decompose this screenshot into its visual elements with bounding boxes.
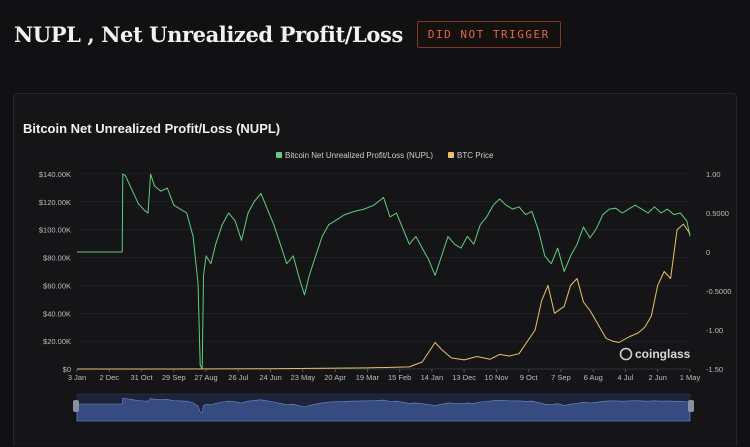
navigator-left-handle[interactable]	[73, 400, 79, 412]
x-tick-label: 6 Aug	[584, 373, 603, 382]
coinglass-watermark: coinglass	[635, 347, 691, 361]
y-left-tick-label: $100.00K	[39, 226, 71, 235]
y-right-tick-label: -1.00	[706, 326, 723, 335]
page-header: NUPL , Net Unrealized Profit/Loss DID NO…	[14, 16, 561, 52]
x-tick-label: 19 Mar	[356, 373, 380, 382]
page-title: NUPL , Net Unrealized Profit/Loss	[14, 21, 403, 47]
x-tick-label: 4 Jul	[618, 373, 634, 382]
x-tick-label: 2 Jun	[649, 373, 667, 382]
nupl-chart[interactable]: $0 $20.00K $40.00K $60.00K $80.00K $100.00K $1…	[14, 94, 738, 447]
y-left-tick-label: $40.00K	[43, 309, 71, 318]
x-tick-label: 2 Dec	[99, 373, 119, 382]
y-left-tick-label: $20.00K	[43, 337, 71, 346]
y-right-tick-label: 1.00	[706, 170, 721, 179]
x-tick-label: 29 Sep	[162, 373, 186, 382]
navigator-series-area	[76, 398, 691, 422]
legend-label-nupl[interactable]: Bitcoin Net Unrealized Profit/Loss (NUPL…	[285, 151, 433, 160]
trigger-status-badge: DID NOT TRIGGER	[416, 20, 561, 48]
x-tick-label: 7 Sep	[551, 373, 571, 382]
y-left-tick-label: $120.00K	[39, 198, 71, 207]
x-tick-label: 10 Nov	[485, 373, 509, 382]
x-tick-label: 27 Aug	[194, 373, 217, 382]
x-tick-label: 31 Oct	[130, 373, 153, 382]
legend-label-btc-price[interactable]: BTC Price	[457, 151, 494, 160]
x-tick-label: 15 Feb	[388, 373, 411, 382]
chart-title: Bitcoin Net Unrealized Profit/Loss (NUPL…	[23, 121, 281, 136]
legend-swatch-btc-price[interactable]	[448, 152, 454, 158]
x-tick-label: 26 Jul	[228, 373, 248, 382]
coinglass-logo-icon	[619, 347, 633, 361]
x-tick-label: 3 Jan	[68, 373, 86, 382]
x-tick-label: 9 Oct	[520, 373, 539, 382]
legend-swatch-nupl[interactable]	[276, 152, 282, 158]
y-left-tick-label: $0	[63, 365, 71, 374]
x-tick-label: 20 Apr	[324, 373, 346, 382]
btc-price-series-line[interactable]	[77, 223, 691, 370]
y-right-tick-label: 0	[706, 248, 710, 257]
nupl-series-line[interactable]	[77, 173, 691, 370]
y-right-tick-label: -1.50	[706, 365, 723, 374]
y-left-tick-label: $140.00K	[39, 170, 71, 179]
x-tick-label: 24 Jun	[259, 373, 282, 382]
y-left-tick-label: $60.00K	[43, 281, 71, 290]
x-tick-label: 14 Jan	[421, 373, 444, 382]
x-tick-label: 23 May	[291, 373, 316, 382]
navigator-right-handle[interactable]	[688, 400, 694, 412]
y-right-tick-label: 0.5000	[706, 209, 729, 218]
chart-panel: Bitcoin Net Unrealized Profit/Loss (NUPL…	[13, 93, 737, 446]
y-left-tick-label: $80.00K	[43, 254, 71, 263]
x-tick-label: 13 Dec	[452, 373, 476, 382]
x-tick-label: 1 May	[680, 373, 701, 382]
y-right-tick-label: -0.5000	[706, 287, 731, 296]
